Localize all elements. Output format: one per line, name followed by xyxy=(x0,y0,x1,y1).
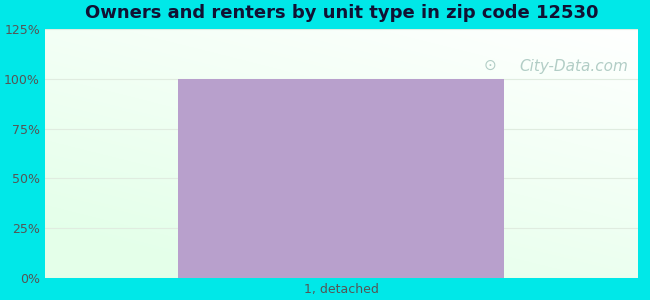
Text: ⊙: ⊙ xyxy=(483,58,496,73)
Bar xyxy=(178,79,504,278)
Title: Owners and renters by unit type in zip code 12530: Owners and renters by unit type in zip c… xyxy=(84,4,598,22)
Text: City-Data.com: City-Data.com xyxy=(519,59,628,74)
